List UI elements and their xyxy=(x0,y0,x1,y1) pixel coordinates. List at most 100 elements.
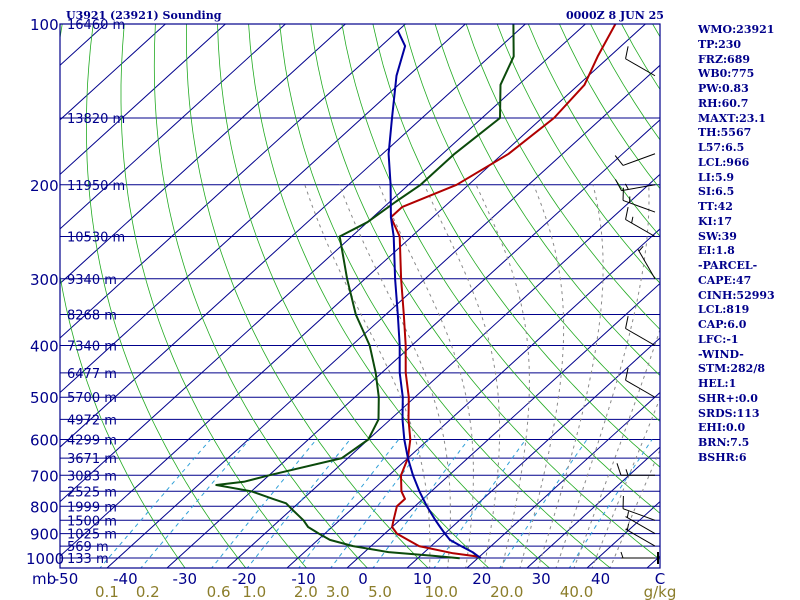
isotherm-line xyxy=(166,119,660,568)
dry-adiabat xyxy=(372,24,660,468)
mixing-ratio-label: 0.1 xyxy=(95,583,119,600)
isotherm-line xyxy=(60,24,166,121)
isotherm-line xyxy=(60,24,346,284)
height-label: 16460 m xyxy=(67,18,125,33)
temperature-profile xyxy=(389,24,617,559)
height-label: 133 m xyxy=(67,552,109,567)
dry-adiabat xyxy=(403,24,660,422)
plot-area xyxy=(60,24,660,568)
temperature-tick-label: 10 xyxy=(413,570,432,588)
height-label: 1500 m xyxy=(67,514,117,529)
height-label: 2525 m xyxy=(67,485,117,500)
dry-adiabat xyxy=(496,24,660,284)
dry-adiabat xyxy=(153,24,368,568)
moist-adiabat xyxy=(423,184,501,568)
isotherm-line xyxy=(60,24,106,66)
index-li: LI:5.9 xyxy=(698,170,735,184)
indices-panel: WMO:23921 TP:230 FRZ:689 WB0:775 PW:0.83… xyxy=(698,23,798,466)
dry-adiabat xyxy=(217,24,490,568)
index-pw: PW:0.83 xyxy=(698,82,749,95)
wind-barb xyxy=(625,511,656,534)
height-label: 11950 m xyxy=(67,179,125,194)
wind-barb xyxy=(625,367,656,398)
index-tp: TP:230 xyxy=(698,37,742,51)
index-parcel-lcl: LCL:819 xyxy=(698,303,750,317)
wind-barb xyxy=(615,179,656,192)
isotherm-line xyxy=(286,228,660,568)
index-sw: SW:39 xyxy=(698,229,737,243)
isotherm-line xyxy=(60,24,526,448)
isotherm-line xyxy=(346,283,660,568)
wind-barb xyxy=(625,523,656,547)
index-tt: TT:42 xyxy=(698,200,733,213)
mixing-ratio-label: 10.0 xyxy=(424,583,457,600)
index-hel: HEL:1 xyxy=(698,377,737,390)
section-wind: -WIND- xyxy=(698,347,744,361)
temperature-tick-label: -40 xyxy=(113,570,138,588)
index-maxt: MAXT:23.1 xyxy=(698,111,766,125)
index-wb0: WB0:775 xyxy=(698,67,755,81)
dry-adiabat xyxy=(434,24,660,376)
mixing-ratio-line xyxy=(433,439,527,568)
mixing-ratio-label: 5.0 xyxy=(368,583,392,600)
mixing-ratio-label: 20.0 xyxy=(490,583,523,600)
height-label: 1999 m xyxy=(67,500,117,515)
isotherm-line xyxy=(60,24,466,393)
height-label: 9340 m xyxy=(67,273,117,288)
pressure-tick-label: 100 xyxy=(30,16,59,34)
height-label: 4299 m xyxy=(67,434,117,449)
isotherm-line xyxy=(466,392,660,568)
height-label: 13820 m xyxy=(67,112,125,127)
isotherm-line xyxy=(60,24,406,339)
moist-adiabat xyxy=(609,448,660,568)
mixing-ratio-line xyxy=(298,439,399,568)
temperature-tick-label: -30 xyxy=(173,570,198,588)
isotherm-line xyxy=(60,24,226,175)
dry-adiabat xyxy=(465,24,660,331)
isotherm-line xyxy=(60,24,586,503)
wind-barb xyxy=(616,463,655,476)
height-label: 10530 m xyxy=(67,230,125,245)
station-title: U3921 (23921) Sounding xyxy=(66,9,222,22)
temperature-tick-label: -50 xyxy=(54,570,79,588)
dry-adiabat xyxy=(341,24,660,514)
pressure-tick-label: 400 xyxy=(30,338,59,356)
index-l57: L57:6.5 xyxy=(698,141,745,154)
dry-adiabat xyxy=(310,24,660,561)
moist-adiabat xyxy=(555,184,650,568)
sounding-datetime: 0000Z 8 JUN 25 xyxy=(566,9,664,22)
index-th: TH:5567 xyxy=(698,126,752,140)
index-frz: FRZ:689 xyxy=(698,52,751,66)
temperature-tick-label: -20 xyxy=(232,570,257,588)
wind-barb xyxy=(614,153,656,166)
temperature-tick-label: 40 xyxy=(591,570,610,588)
index-rh: RH:60.7 xyxy=(698,96,749,110)
mixing-ratio-label: 40.0 xyxy=(560,583,593,600)
height-label: 7340 m xyxy=(67,340,117,355)
temperature-tick-label: 20 xyxy=(472,570,491,588)
moist-adiabat xyxy=(591,396,660,568)
wind-barb xyxy=(625,207,656,237)
dry-adiabat xyxy=(86,24,247,568)
moist-adiabat xyxy=(573,327,660,568)
temperature-tick-label: -10 xyxy=(291,570,316,588)
pressure-tick-label: 200 xyxy=(30,177,59,195)
temperature-tick-label: C xyxy=(655,570,665,588)
index-ehi: EHI:0.0 xyxy=(698,421,746,435)
pressure-unit-label: mb xyxy=(32,570,56,588)
height-label: 569 m xyxy=(67,540,109,555)
index-lfc: LFC:-1 xyxy=(698,332,739,346)
temperature-tick-label: 30 xyxy=(532,570,551,588)
parcel-trace xyxy=(387,30,482,560)
temperature-tick-label: 0 xyxy=(358,570,368,588)
pressure-tick-label: 700 xyxy=(30,467,59,485)
index-si: SI:6.5 xyxy=(698,185,735,199)
mixing-ratio-line xyxy=(499,439,588,568)
pressure-tick-label: 1000 xyxy=(26,550,64,568)
pressure-tick-label: 300 xyxy=(30,271,59,289)
mixing-ratio-line xyxy=(140,439,250,568)
mixing-ratio-line xyxy=(99,439,211,568)
height-label: 3671 m xyxy=(67,452,117,467)
mixing-ratio-line xyxy=(330,439,430,568)
moist-adiabat xyxy=(338,184,451,568)
